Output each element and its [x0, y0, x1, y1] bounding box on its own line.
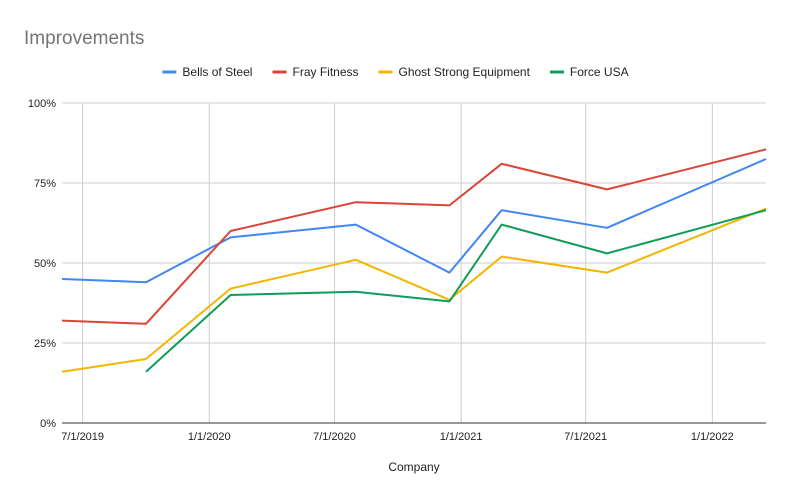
legend-label: Force USA — [570, 65, 629, 79]
y-tick-label: 50% — [34, 258, 56, 270]
y-tick-label: 75% — [34, 178, 56, 190]
series-line-2 — [61, 148, 767, 325]
legend-item: Bells of Steel — [162, 65, 252, 79]
x-tick-label: 7/1/2021 — [564, 431, 607, 443]
legend-label: Fray Fitness — [293, 65, 359, 79]
x-tick-label: 7/1/2019 — [61, 431, 104, 443]
chart-title: Improvements — [24, 28, 144, 49]
legend-item: Ghost Strong Equipment — [378, 65, 531, 79]
y-tick-label: 0% — [40, 418, 56, 430]
gridlines — [62, 102, 766, 424]
series-line-4 — [145, 209, 767, 373]
y-tick-label: 100% — [28, 98, 56, 110]
x-tick-label: 1/1/2021 — [440, 431, 483, 443]
x-tick-label: 1/1/2022 — [691, 431, 734, 443]
legend-item: Fray Fitness — [272, 65, 359, 79]
series-line-1 — [61, 158, 767, 284]
x-axis-title: Company — [388, 460, 439, 474]
plot-area — [61, 148, 767, 373]
series-line-3 — [61, 207, 767, 373]
legend: Bells of Steel Fray Fitness Ghost Strong E… — [162, 65, 629, 79]
y-axis: 0% 25% 50% 75% 100% — [28, 98, 56, 430]
legend-item: Force USA — [549, 65, 629, 79]
x-tick-label: 1/1/2020 — [188, 431, 231, 443]
y-tick-label: 25% — [34, 338, 56, 350]
legend-label: Ghost Strong Equipment — [399, 65, 531, 79]
legend-label: Bells of Steel — [182, 65, 252, 79]
x-axis: 7/1/2019 1/1/2020 7/1/2020 1/1/2021 7/1/2021… — [61, 431, 734, 443]
x-tick-label: 7/1/2020 — [313, 431, 356, 443]
